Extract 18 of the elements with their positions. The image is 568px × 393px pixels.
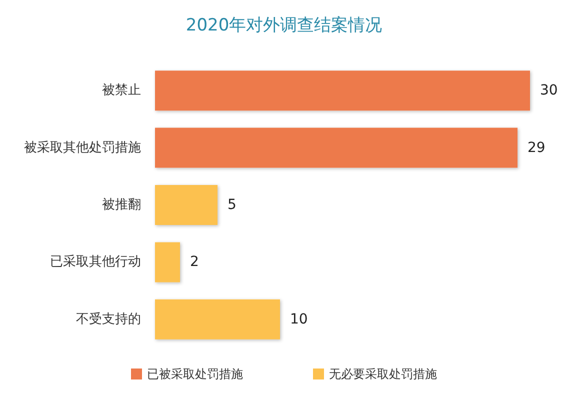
bar <box>155 185 218 225</box>
bar <box>155 299 280 340</box>
bar <box>155 242 180 282</box>
bar <box>155 70 530 111</box>
y-tick-label: 被推翻 <box>102 198 141 212</box>
data-label: 2 <box>190 254 199 270</box>
data-label: 10 <box>290 311 308 328</box>
legend-label: 无必要采取处罚措施 <box>329 367 437 381</box>
y-tick-label: 已采取其他行动 <box>50 254 141 270</box>
y-tick-label: 被采取其他处罚措施 <box>24 140 141 156</box>
chart-title: 2020年对外调查结案情况 <box>186 16 382 36</box>
bar <box>155 128 518 168</box>
data-label: 29 <box>528 140 546 156</box>
y-tick-label: 不受支持的 <box>76 312 141 327</box>
data-label: 30 <box>540 82 558 99</box>
data-label: 5 <box>228 197 236 213</box>
y-tick-label: 被禁止 <box>102 83 141 98</box>
legend-label: 已被采取处罚措施 <box>147 367 243 381</box>
